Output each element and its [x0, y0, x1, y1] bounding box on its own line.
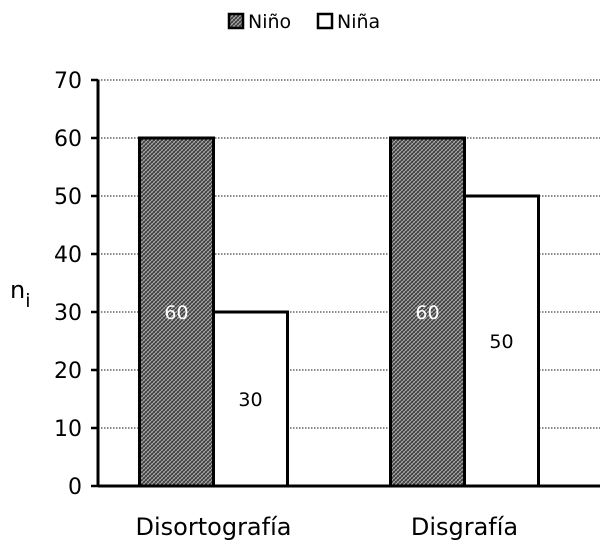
y-tick-label: 40: [54, 243, 82, 268]
axes: [96, 80, 600, 488]
bar-nina-0: [212, 310, 289, 488]
legend: Niño Niña: [227, 11, 380, 33]
data-label: 60: [415, 302, 439, 324]
data-label: 60: [164, 302, 188, 324]
x-category-label: Disgrafía: [411, 513, 518, 541]
y-tick-label: 50: [54, 185, 82, 210]
y-ticks: 0 10 20 30 40 50 60 70: [54, 69, 98, 500]
y-tick-label: 30: [54, 301, 82, 326]
y-tick-label: 70: [54, 69, 82, 94]
legend-label-nino: Niño: [248, 11, 291, 33]
y-tick-label: 10: [54, 417, 82, 442]
y-axis-label: ni: [10, 276, 31, 312]
bar-nino-1: [389, 136, 466, 488]
legend-label-nina: Niña: [337, 11, 380, 33]
data-labels: 60 30 60 50: [164, 302, 513, 411]
bar-nino-0: [138, 136, 215, 488]
x-category-label: Disortografía: [136, 513, 292, 541]
y-tick-label: 20: [54, 359, 82, 384]
bars: [138, 136, 540, 488]
bar-nina-1: [463, 194, 540, 488]
y-tick-label: 60: [54, 127, 82, 152]
legend-swatch-nino: [227, 12, 245, 30]
y-axis-label-sub: i: [25, 290, 30, 312]
legend-swatch-nina: [316, 12, 334, 30]
data-label: 50: [489, 331, 513, 353]
y-axis-label-main: n: [10, 276, 25, 304]
y-tick-label: 0: [68, 475, 82, 500]
data-label: 30: [238, 389, 262, 411]
x-categories: Disortografía Disgrafía: [136, 513, 519, 541]
